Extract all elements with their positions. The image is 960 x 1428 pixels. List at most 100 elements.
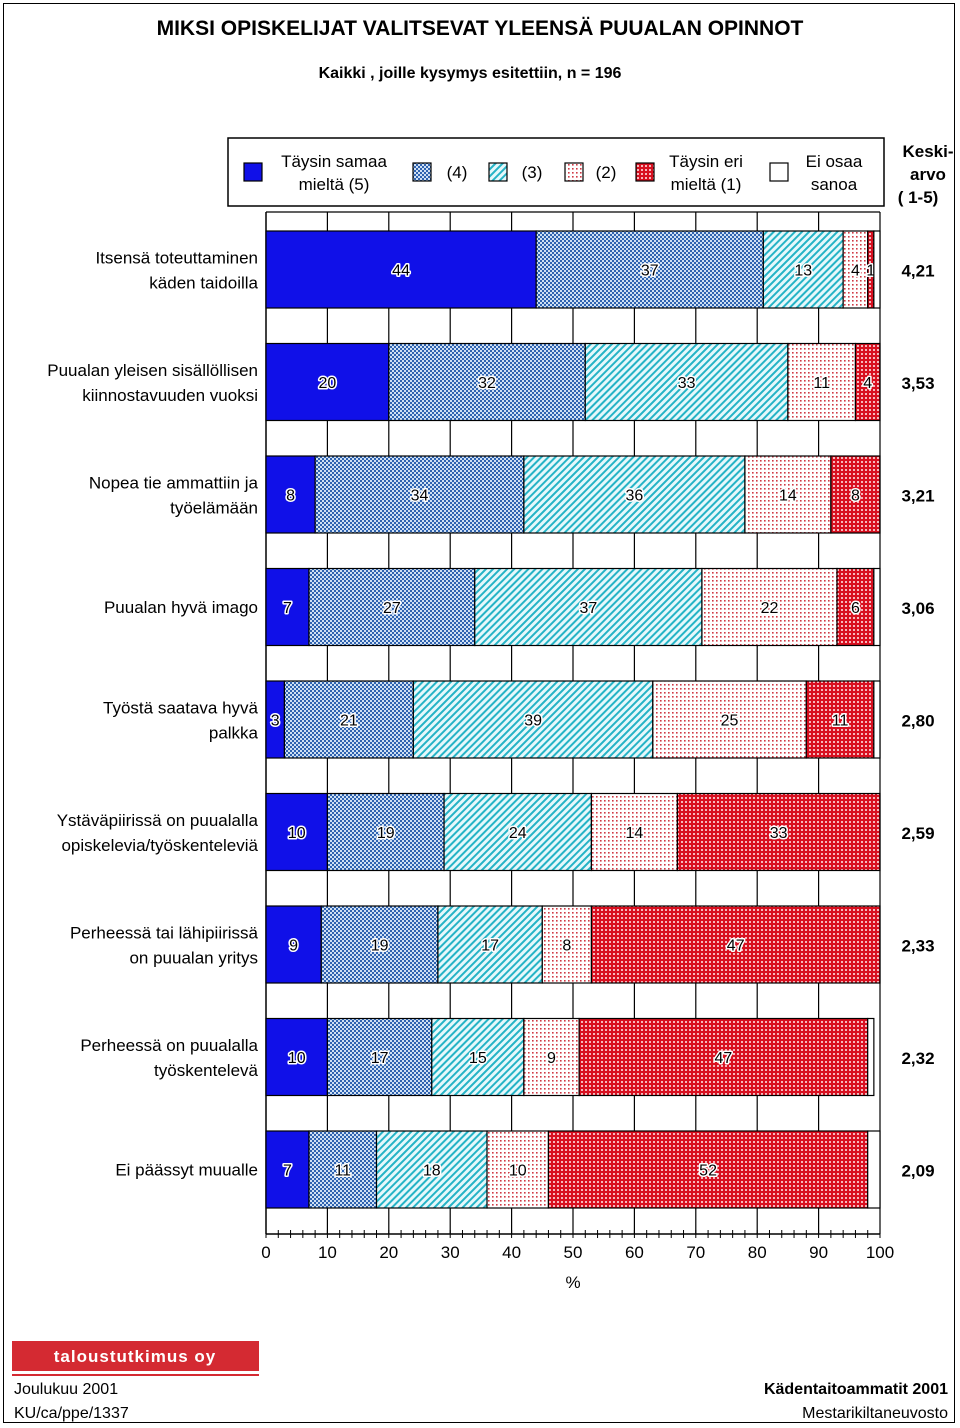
data-label-puualan-yleisen-sisällöllisen-kiinnostavuuden-vuoksi-s2: 33: [678, 375, 696, 392]
bar-segment-työstä-saatava-hyvä-palkka-s3: [652, 680, 807, 759]
category-label-perheessä-on-puualalla-työskentelevä-line0: Perheessä on puualalla: [80, 1036, 258, 1055]
x-axis-label: %: [565, 1273, 580, 1292]
data-label-ei-päässyt-muualle-s2: 18: [423, 1163, 441, 1180]
logo: taloustutkimus oy: [12, 1341, 259, 1376]
x-tick-label-10: 10: [318, 1243, 337, 1262]
category-label-ei-päässyt-muualle-line0: Ei päässyt muualle: [115, 1161, 258, 1180]
legend-label-3-line0: (2): [596, 163, 617, 182]
data-label-työstä-saatava-hyvä-palkka-s3: 25: [721, 713, 739, 730]
x-tick-label-40: 40: [502, 1243, 521, 1262]
data-label-ei-päässyt-muualle-s3: 10: [509, 1163, 527, 1180]
bar-segment-työstä-saatava-hyvä-palkka-s1: [283, 680, 414, 759]
category-label-ystäväpiirissä-on-puualalla-opiskelevia-työskenteleviä-line0: Ystäväpiirissä on puualalla: [57, 811, 259, 830]
logo-background: [12, 1341, 259, 1371]
bar-segment-puualan-hyvä-imago-s5: [873, 567, 881, 647]
logo-text: taloustutkimus oy: [54, 1347, 216, 1366]
data-label-puualan-hyvä-imago-s1: 27: [383, 600, 401, 617]
legend-mean-title: Keski- arvo ( 1-5): [898, 142, 954, 207]
bar-segment-puualan-yleisen-sisällöllisen-kiinnostavuuden-vuoksi-s1: [388, 342, 586, 422]
category-label-perheessä-on-puualalla-työskentelevä-line1: työskentelevä: [154, 1061, 258, 1080]
chart-title: MIKSI OPISKELIJAT VALITSEVAT YLEENSÄ PUU…: [157, 17, 804, 40]
category-label-perheessä-tai-lähipiirissä-on-puualan-yritys-line1: on puualan yritys: [129, 949, 258, 968]
data-label-työstä-saatava-hyvä-palkka-s0: 3: [271, 713, 280, 730]
category-label-ystäväpiirissä-on-puualalla-opiskelevia-työskenteleviä-line1: opiskelevia/työskenteleviä: [61, 836, 258, 855]
bar-row-perheessä-tai-lähipiirissä-on-puualan-yritys: 9 19 17 8 47: [265, 905, 881, 984]
bar-segment-perheessä-tai-lähipiirissä-on-puualan-yritys-s2: [437, 905, 543, 984]
bar-segment-itsensä-toteuttaminen-käden-taidoilla-s3: [842, 230, 869, 309]
bar-segment-perheessä-on-puualalla-työskentelevä-s0: [265, 1017, 329, 1097]
legend-label-5-line0: Ei osaa: [806, 152, 863, 171]
data-label-perheessä-on-puualalla-työskentelevä-s4: 47: [715, 1050, 733, 1067]
bar-row-työstä-saatava-hyvä-palkka: 3 21 39 25 11: [265, 680, 881, 759]
bar-row-nopea-tie-ammattiin-ja-työelämään: 8 34 36 14 8: [265, 455, 881, 534]
bar-segment-nopea-tie-ammattiin-ja-työelämään-s0: [265, 455, 316, 534]
legend-swatch-1: [412, 162, 432, 182]
legend-label-1-line0: (4): [447, 163, 468, 182]
data-label-itsensä-toteuttaminen-käden-taidoilla-s3: 4: [851, 263, 860, 280]
bar-segment-puualan-yleisen-sisällöllisen-kiinnostavuuden-vuoksi-s2: [584, 342, 789, 422]
bar-segment-puualan-yleisen-sisällöllisen-kiinnostavuuden-vuoksi-s4: [854, 342, 881, 422]
data-label-ystäväpiirissä-on-puualalla-opiskelevia-työskenteleviä-s1: 19: [377, 825, 395, 842]
legend-swatch-5: [769, 162, 789, 182]
data-label-puualan-hyvä-imago-s2: 37: [579, 600, 597, 617]
data-label-perheessä-on-puualalla-työskentelevä-s1: 17: [371, 1050, 389, 1067]
data-label-perheessä-tai-lähipiirissä-on-puualan-yritys-s3: 8: [562, 938, 571, 955]
bar-segment-puualan-hyvä-imago-s1: [308, 567, 476, 647]
x-tick-label-60: 60: [625, 1243, 644, 1262]
bar-segment-ystäväpiirissä-on-puualalla-opiskelevia-työskenteleviä-s4: [676, 792, 881, 872]
mean-values: 4,21 3,53 3,21 3,06 2,80 2,59 2,33 2,32 2,09: [901, 262, 934, 1181]
legend-swatch-3: [564, 162, 584, 182]
bar-segment-perheessä-on-puualalla-työskentelevä-s5: [867, 1017, 875, 1097]
bars: 44 37 13 4 120 32 33 11 48 34 36 14 87 27 37 22 63 21 39 25…: [265, 230, 881, 1209]
bar-segment-perheessä-tai-lähipiirissä-on-puualan-yritys-s1: [320, 905, 439, 984]
data-label-puualan-yleisen-sisällöllisen-kiinnostavuuden-vuoksi-s3: 11: [813, 375, 830, 392]
legend-label-0-line0: Täysin samaa: [281, 152, 387, 171]
legend-box: [227, 137, 885, 207]
bar-segment-puualan-hyvä-imago-s3: [701, 567, 838, 647]
bar-row-puualan-yleisen-sisällöllisen-kiinnostavuuden-vuoksi: 20 32 33 11 4: [265, 342, 881, 422]
x-tick-label-50: 50: [564, 1243, 583, 1262]
data-label-perheessä-on-puualalla-työskentelevä-s2: 15: [469, 1050, 487, 1067]
category-label-nopea-tie-ammattiin-ja-työelämään-line1: työelämään: [170, 499, 258, 518]
bar-segment-työstä-saatava-hyvä-palkka-s5: [873, 680, 881, 759]
bar-segment-perheessä-tai-lähipiirissä-on-puualan-yritys-s3: [541, 905, 593, 984]
category-label-nopea-tie-ammattiin-ja-työelämään-line0: Nopea tie ammattiin ja: [89, 474, 259, 493]
x-tick-label-90: 90: [809, 1243, 828, 1262]
x-tick-label-20: 20: [379, 1243, 398, 1262]
bar-segment-työstä-saatava-hyvä-palkka-s2: [412, 680, 654, 759]
chart-subtitle: Kaikki , joille kysymys esitettiin, n = …: [319, 65, 622, 82]
data-label-puualan-yleisen-sisällöllisen-kiinnostavuuden-vuoksi-s4: 4: [863, 375, 872, 392]
data-label-ystäväpiirissä-on-puualalla-opiskelevia-työskenteleviä-s4: 33: [770, 825, 788, 842]
legend-swatch-2: [488, 162, 508, 182]
category-label-puualan-yleisen-sisällöllisen-kiinnostavuuden-vuoksi-line1: kiinnostavuuden vuoksi: [82, 386, 258, 405]
x-axis: 0 10 20 30 40 50 60 70 80 90 100: [261, 1230, 894, 1262]
mean-value-ystäväpiirissä-on-puualalla-opiskelevia-työskenteleviä: 2,59: [901, 824, 934, 843]
footer-code: KU/ca/ppe/1337: [14, 1405, 129, 1422]
data-label-nopea-tie-ammattiin-ja-työelämään-s4: 8: [851, 488, 860, 505]
legend: Täysin samaa mieltä (5) (4) (3) (2) Täysin er…: [243, 152, 863, 194]
bar-segment-nopea-tie-ammattiin-ja-työelämään-s3: [744, 455, 832, 534]
bar-segment-ystäväpiirissä-on-puualalla-opiskelevia-työskenteleviä-s2: [443, 792, 593, 872]
data-label-perheessä-tai-lähipiirissä-on-puualan-yritys-s4: 47: [727, 938, 745, 955]
bar-segment-itsensä-toteuttaminen-käden-taidoilla-s2: [762, 230, 844, 309]
legend-label-4-line1: mieltä (1): [671, 175, 742, 194]
data-label-perheessä-tai-lähipiirissä-on-puualan-yritys-s2: 17: [481, 938, 499, 955]
bar-row-ystäväpiirissä-on-puualalla-opiskelevia-työskenteleviä: 10 19 24 14 33: [265, 792, 881, 872]
legend-label-2-line0: (3): [522, 163, 543, 182]
data-label-ei-päässyt-muualle-s0: 7: [283, 1163, 292, 1180]
category-labels: Itsensä toteuttaminen käden taidoilla Puua…: [47, 249, 258, 1180]
data-label-nopea-tie-ammattiin-ja-työelämään-s2: 36: [626, 488, 644, 505]
data-label-puualan-yleisen-sisällöllisen-kiinnostavuuden-vuoksi-s1: 32: [478, 375, 496, 392]
bar-row-ei-päässyt-muualle: 7 11 18 10 52: [265, 1130, 881, 1209]
footer-date: Joulukuu 2001: [14, 1381, 118, 1398]
bar-row-itsensä-toteuttaminen-käden-taidoilla: 44 37 13 4 1: [265, 230, 881, 309]
legend-label-0-line1: mieltä (5): [299, 175, 370, 194]
data-label-työstä-saatava-hyvä-palkka-s4: 11: [832, 713, 849, 730]
data-label-ystäväpiirissä-on-puualalla-opiskelevia-työskenteleviä-s2: 24: [509, 825, 527, 842]
category-label-työstä-saatava-hyvä-palkka-line0: Työstä saatava hyvä: [103, 699, 259, 718]
mean-value-itsensä-toteuttaminen-käden-taidoilla: 4,21: [901, 262, 934, 281]
bar-row-puualan-hyvä-imago: 7 27 37 22 6: [265, 567, 881, 647]
chart-frame: [3, 3, 955, 1423]
data-label-perheessä-on-puualalla-työskentelevä-s0: 10: [288, 1050, 306, 1067]
bar-segment-perheessä-on-puualalla-työskentelevä-s1: [326, 1017, 433, 1097]
